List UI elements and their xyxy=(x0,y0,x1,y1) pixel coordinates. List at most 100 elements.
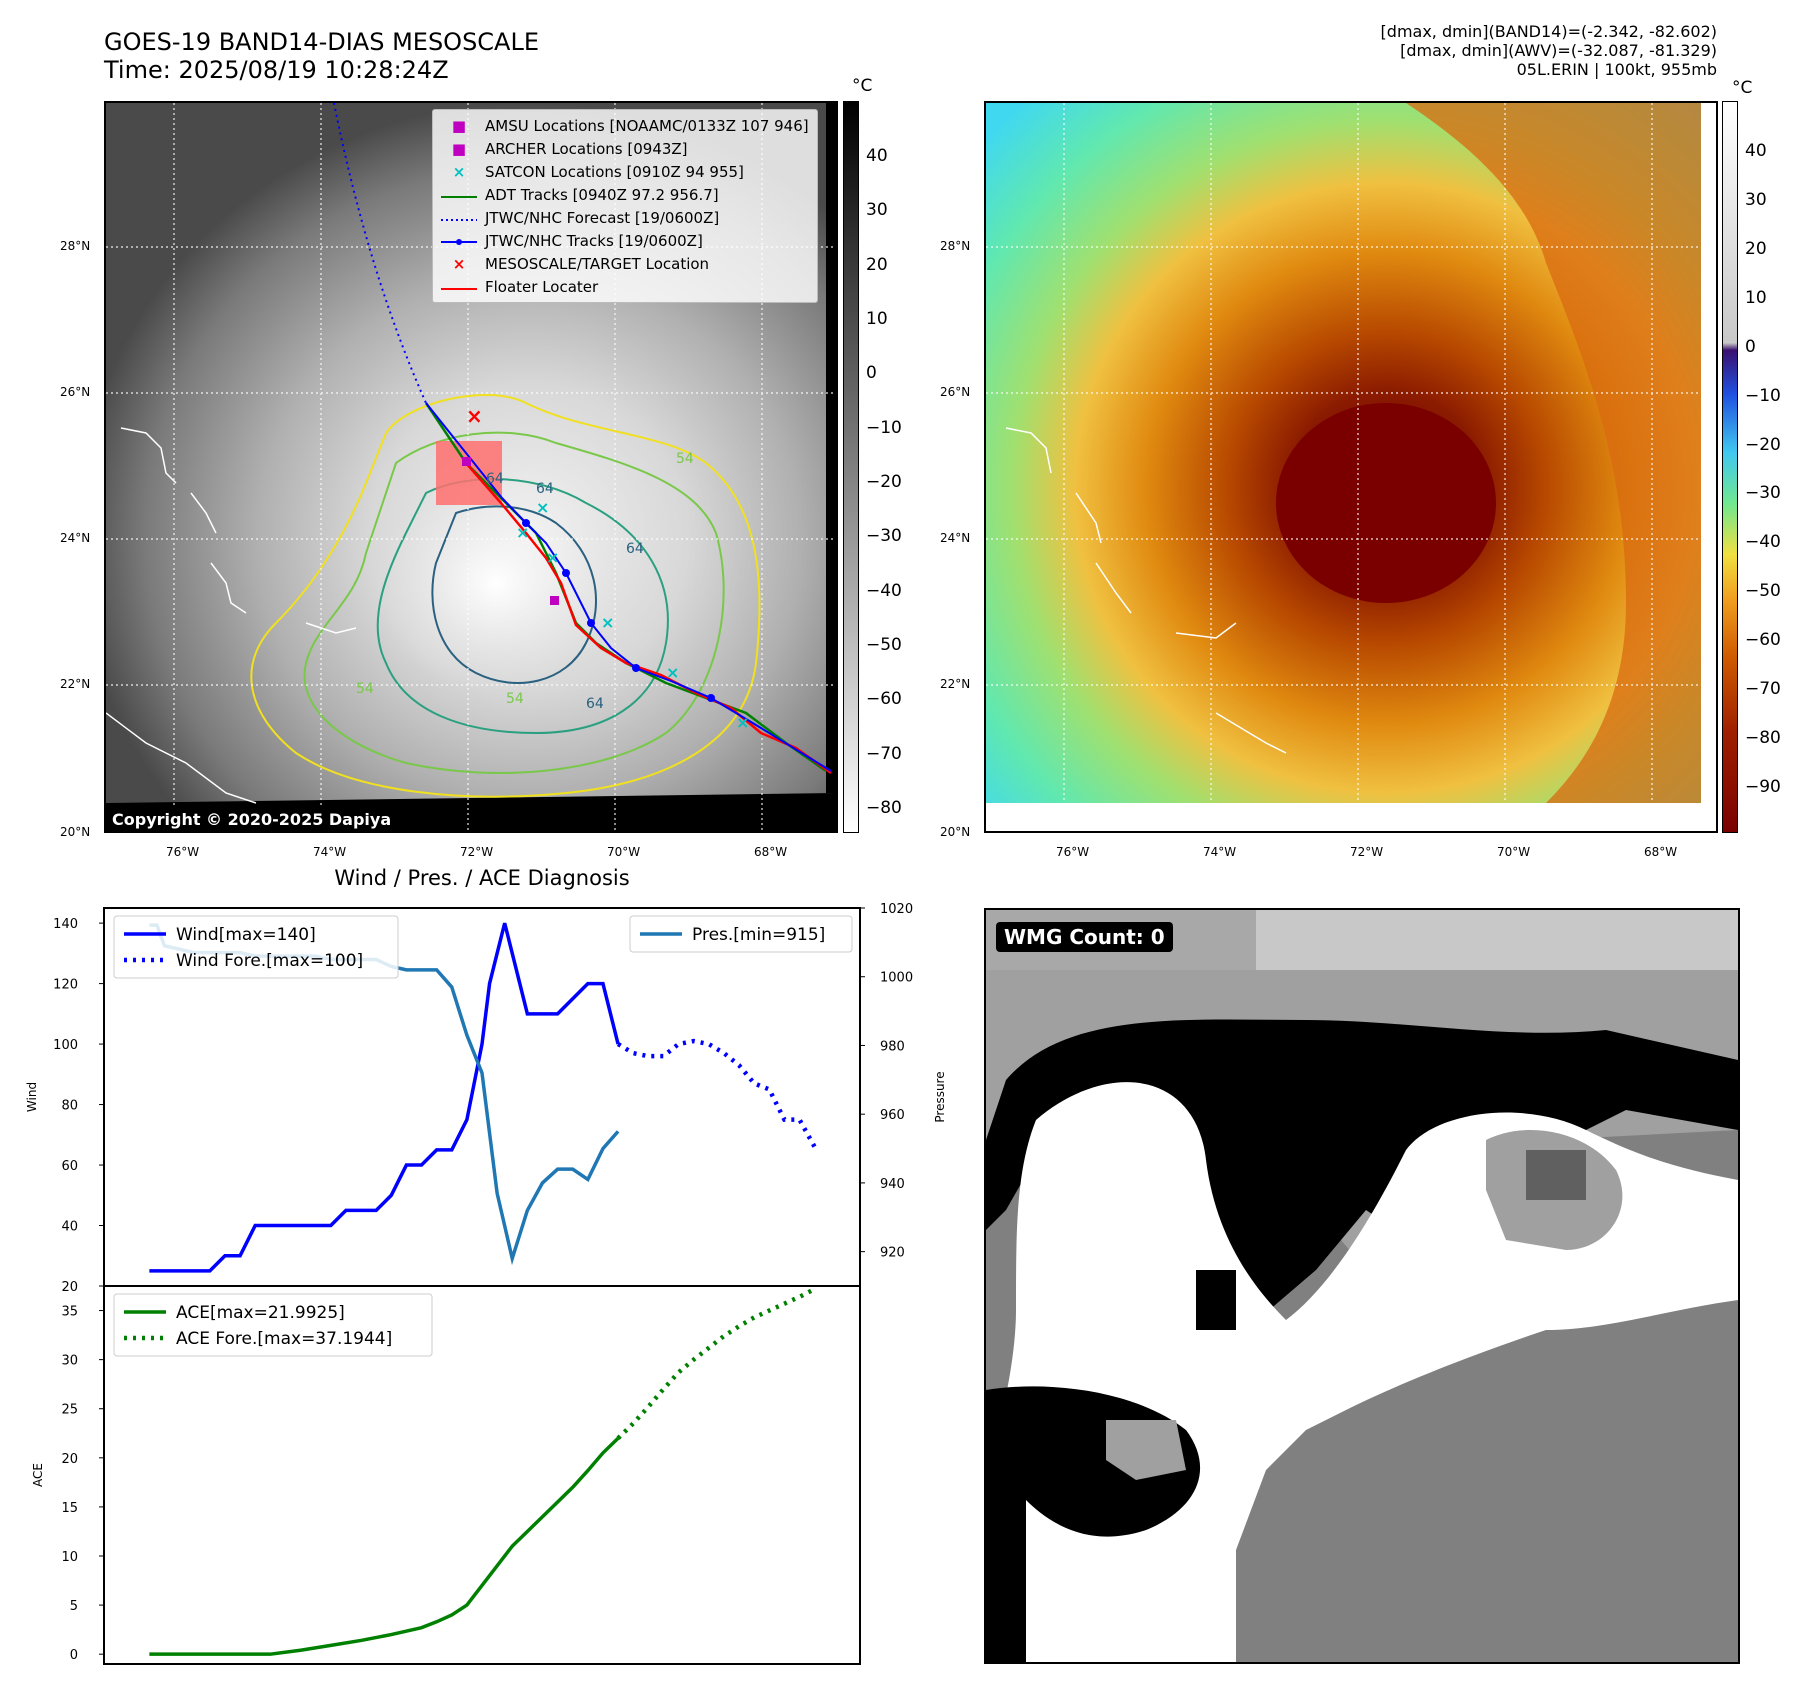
colorbar-tick: −60 xyxy=(866,689,902,710)
ace-chart-frame xyxy=(103,1285,861,1665)
colorbar-tick: −30 xyxy=(866,526,902,547)
diagnosis-title: Wind / Pres. / ACE Diagnosis xyxy=(334,866,630,890)
ace-forecast-line xyxy=(616,1287,816,1440)
legend-target: × MESOSCALE/TARGET Location xyxy=(441,252,809,275)
dot-line-icon xyxy=(441,232,477,250)
y-tick-label: 30 xyxy=(61,1354,78,1369)
colorbar-tick: −20 xyxy=(1745,434,1781,455)
legend-forecast: JTWC/NHC Forecast [19/0600Z] xyxy=(441,206,809,229)
lon-label: 70°W xyxy=(607,845,641,859)
legend-label: Wind[max=140] xyxy=(176,925,316,945)
lon-label: 74°W xyxy=(313,845,347,859)
colorbar-tick: −80 xyxy=(1745,728,1781,749)
y-tick-label: 20 xyxy=(61,1280,78,1295)
svg-text:×: × xyxy=(466,404,483,428)
legend-label: ARCHER Locations [0943Z] xyxy=(485,139,688,158)
lat-label: 24°N xyxy=(60,531,91,545)
map-legend: ■ AMSU Locations [NOAAMC/0133Z 107 946] ■… xyxy=(432,109,818,303)
legend-amsu: ■ AMSU Locations [NOAAMC/0133Z 107 946] xyxy=(441,114,809,137)
colorbar-tick: −10 xyxy=(1745,385,1781,406)
colorbar-tick: −70 xyxy=(1745,679,1781,700)
y-tick-label: 25 xyxy=(61,1403,78,1418)
colorbar-tick: 10 xyxy=(1745,287,1767,308)
lon-label: 70°W xyxy=(1497,845,1531,859)
cross-marker-icon: × xyxy=(452,162,466,181)
lat-label: 28°N xyxy=(60,239,91,253)
lon-label: 76°W xyxy=(1056,845,1090,859)
legend-label: MESOSCALE/TARGET Location xyxy=(485,254,710,273)
colorbar-tick: 20 xyxy=(1745,238,1767,259)
diagnosis-charts: 2040608010012014092094096098010001020Win… xyxy=(25,902,947,1665)
lat-label: 26°N xyxy=(60,385,91,399)
y-tick-label: 20 xyxy=(61,1452,78,1467)
y-tick-label: 140 xyxy=(53,917,78,932)
color-ir-map-panel xyxy=(984,101,1718,833)
colorbar-tick: 0 xyxy=(1745,336,1756,357)
contour-label: 64 xyxy=(626,541,644,557)
legend-label: JTWC/NHC Tracks [19/0600Z] xyxy=(485,231,703,250)
line-icon xyxy=(441,186,477,204)
wind-legend: Wind[max=140] Wind Fore.[max=100] xyxy=(113,915,399,979)
colorbar-tick: −40 xyxy=(866,580,902,601)
wmg-image xyxy=(986,910,1738,1662)
y-tick-label: 40 xyxy=(61,1220,78,1235)
legend-satcon: × SATCON Locations [0910Z 94 955] xyxy=(441,160,809,183)
ace-series-line xyxy=(149,1436,620,1656)
y-right-tick-label: 1000 xyxy=(880,971,913,986)
ace-legend: ACE[max=21.9925] ACE Fore.[max=37.1944] xyxy=(113,1293,433,1357)
line-icon xyxy=(441,278,477,296)
colorbar-tick: 40 xyxy=(1745,141,1767,161)
legend-label: Floater Locater xyxy=(485,277,599,296)
colorbar-tick: −80 xyxy=(866,798,902,818)
y-right-tick-label: 940 xyxy=(880,1177,905,1192)
colorbar-tick: −70 xyxy=(866,743,902,764)
y-tick-label: 35 xyxy=(61,1305,78,1320)
legend-label: ACE[max=21.9925] xyxy=(176,1303,345,1323)
y-tick-label: 80 xyxy=(61,1099,78,1114)
colorbar-tick: 0 xyxy=(866,363,877,384)
lat-label: 24°N xyxy=(940,531,971,545)
lon-label: 76°W xyxy=(166,845,200,859)
lat-label: 22°N xyxy=(940,677,971,691)
lon-label: 72°W xyxy=(1350,845,1384,859)
y-tick-label: 10 xyxy=(61,1550,78,1565)
lat-label: 20°N xyxy=(940,825,971,839)
lon-label: 68°W xyxy=(1644,845,1678,859)
colorbar-tick: −90 xyxy=(1745,777,1781,797)
svg-text:×: × xyxy=(666,663,679,682)
info-line3: 05L.ERIN | 100kt, 955mb xyxy=(1516,60,1717,79)
colorbar-tick: −50 xyxy=(1745,581,1781,602)
wmg-count-badge: WMG Count: 0 xyxy=(996,922,1173,952)
legend-tracks: JTWC/NHC Tracks [19/0600Z] xyxy=(441,229,809,252)
colorbar-tick: −60 xyxy=(1745,630,1781,651)
square-marker-icon: ■ xyxy=(451,116,467,135)
pressure-axis-label: Pressure xyxy=(933,1071,947,1122)
y-right-tick-label: 960 xyxy=(880,1108,905,1123)
lon-label: 68°W xyxy=(754,845,788,859)
title-line2: Time: 2025/08/19 10:28:24Z xyxy=(104,56,449,84)
info-line2: [dmax, dmin](AWV)=(-32.087, -81.329) xyxy=(1400,41,1717,60)
colorbar-right-unit: °C xyxy=(1732,78,1753,98)
lat-label: 28°N xyxy=(940,239,971,253)
contour-label: 64 xyxy=(586,696,604,712)
y-right-tick-label: 920 xyxy=(880,1246,905,1261)
wind-series-line xyxy=(149,922,620,1273)
legend-label: ADT Tracks [0940Z 97.2 956.7] xyxy=(485,185,719,204)
contour-label: 54 xyxy=(506,691,524,707)
y-tick-label: 5 xyxy=(70,1599,78,1614)
figure-title: GOES-19 BAND14-DIAS MESOSCALE Time: 2025… xyxy=(104,28,539,84)
dotted-line-icon xyxy=(441,209,477,227)
lat-label: 20°N xyxy=(60,825,91,839)
wmg-panel: WMG Count: 0 xyxy=(984,908,1740,1664)
colorbar-tick: 30 xyxy=(866,200,888,221)
y-tick-label: 15 xyxy=(61,1501,78,1516)
colorbar-tick: −30 xyxy=(1745,483,1781,504)
legend-label: ACE Fore.[max=37.1944] xyxy=(176,1329,392,1349)
legend-label: SATCON Locations [0910Z 94 955] xyxy=(485,162,744,181)
colorbar-tick: −50 xyxy=(866,635,902,655)
colorbar-left-unit: °C xyxy=(852,76,873,96)
colorbar-tick: −10 xyxy=(866,417,902,438)
cross-marker-icon: × xyxy=(452,254,466,273)
colorbar-tick: 10 xyxy=(866,309,888,329)
colorbar-tick: −20 xyxy=(866,472,902,492)
